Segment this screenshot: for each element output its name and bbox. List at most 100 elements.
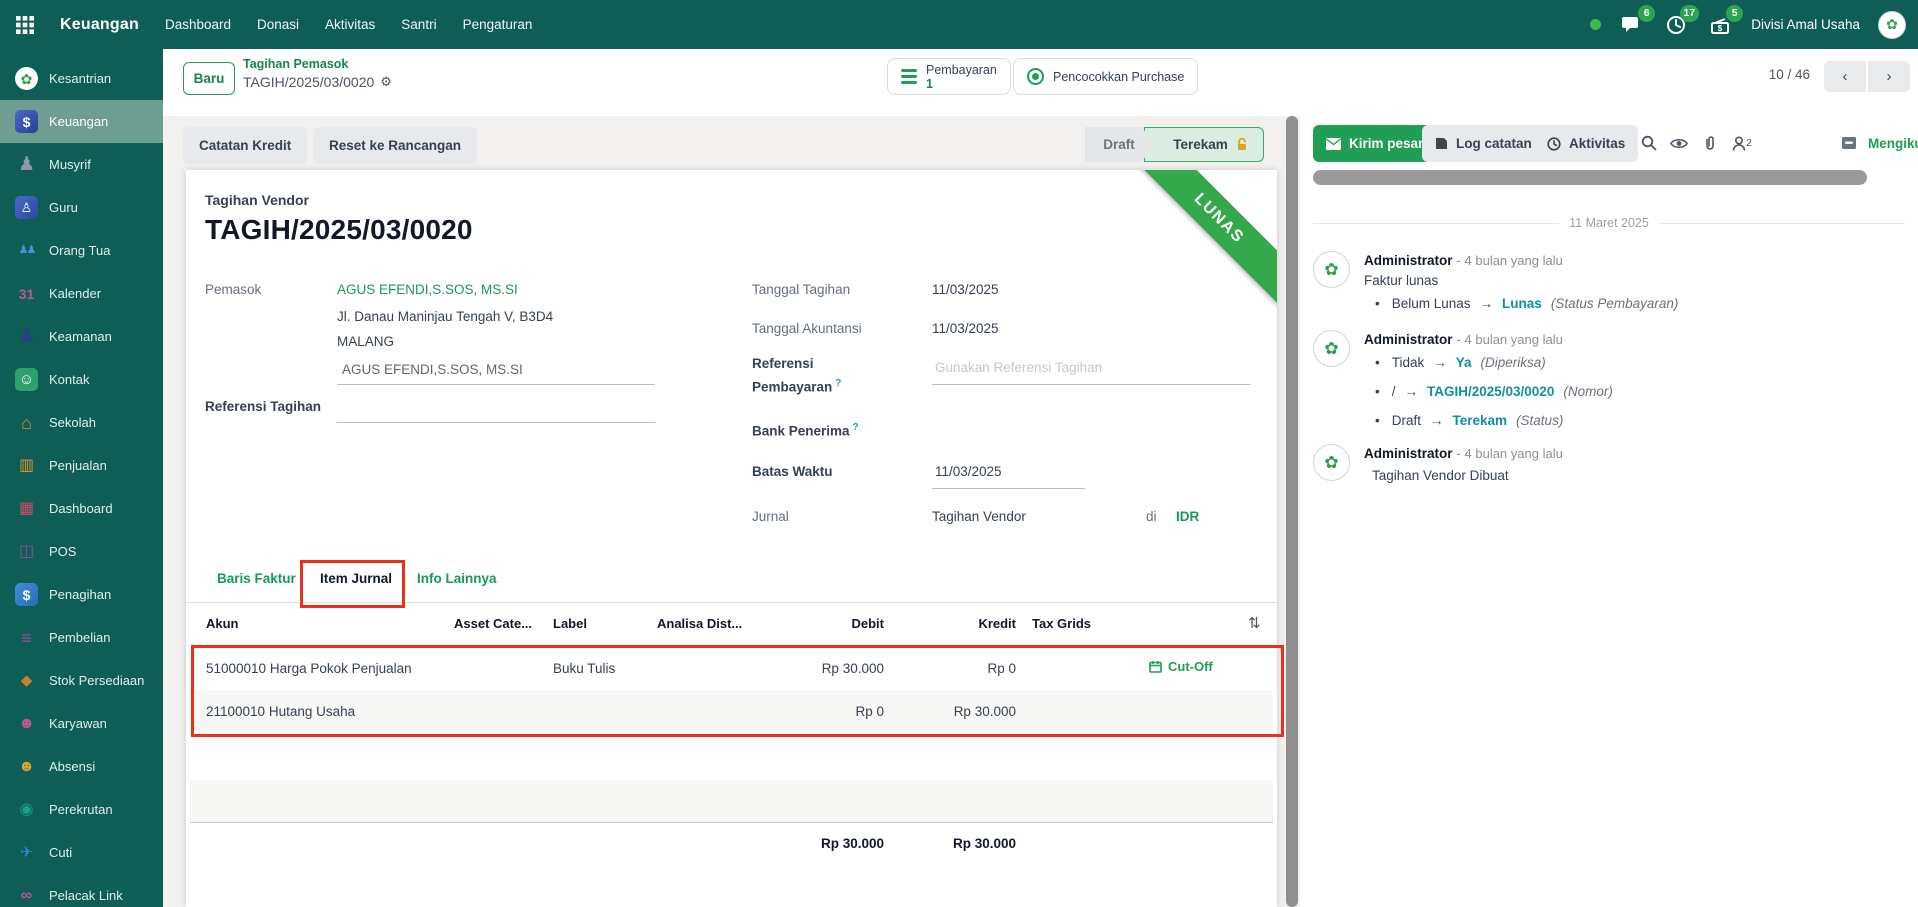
tab-item-jurnal[interactable]: Item Jurnal xyxy=(320,571,393,586)
messages-icon[interactable]: 6 xyxy=(1619,4,1656,38)
row2-kredit[interactable]: Rp 30.000 xyxy=(953,704,1016,719)
sidebar-item-cuti[interactable]: ✈ Cuti xyxy=(0,831,163,874)
sidebar-item-pelacak-link[interactable]: ∞ Pelacak Link xyxy=(0,874,163,907)
menu-pengaturan[interactable]: Pengaturan xyxy=(462,17,533,32)
sidebar-item-keamanan[interactable]: ♟ Keamanan xyxy=(0,315,163,358)
tab-info-lainnya[interactable]: Info Lainnya xyxy=(417,571,497,586)
sidebar-item-orang-tua[interactable]: ♟♟ Orang Tua xyxy=(0,229,163,272)
pager-prev-button[interactable]: ‹ xyxy=(1824,61,1866,92)
statusbar-step-draft[interactable]: Draft xyxy=(1085,127,1153,162)
clock-icon xyxy=(1547,136,1561,151)
optional-columns-icon[interactable]: ⇅ xyxy=(1248,615,1261,632)
credit-note-button[interactable]: Catatan Kredit xyxy=(183,127,308,164)
sidebar-item-penagihan[interactable]: $ Penagihan xyxy=(0,573,163,616)
gear-icon[interactable]: ⚙ xyxy=(380,74,392,89)
message-author[interactable]: Administrator xyxy=(1364,253,1465,268)
purchase-icon: ≡ xyxy=(21,627,32,648)
tab-baris-faktur[interactable]: Baris Faktur xyxy=(217,571,296,586)
vertical-scrollbar[interactable] xyxy=(1286,116,1298,907)
money-box-icon[interactable]: $ 5 xyxy=(1707,4,1744,38)
send-message-button[interactable]: Kirim pesan xyxy=(1313,125,1440,162)
tanggal-tagihan-value[interactable]: 11/03/2025 xyxy=(932,282,999,297)
sidebar-item-stok-persediaan[interactable]: ◆ Stok Persediaan xyxy=(0,659,163,702)
row2-akun[interactable]: 21100010 Hutang Usaha xyxy=(206,704,356,719)
message-avatar[interactable]: ✿ xyxy=(1313,444,1350,481)
user-avatar[interactable]: ✿ xyxy=(1878,10,1906,39)
message-avatar[interactable]: ✿ xyxy=(1313,330,1350,367)
pemasok-input[interactable]: AGUS EFENDI,S.SOS, MS.SI xyxy=(342,362,523,377)
sidebar-item-keuangan[interactable]: $ Keuangan xyxy=(0,100,163,143)
breadcrumb-parent[interactable]: Tagihan Pemasok xyxy=(243,57,349,71)
apps-grid-icon[interactable] xyxy=(14,14,36,36)
pemasok-link[interactable]: AGUS EFENDI,S.SOS, MS.SI xyxy=(337,282,518,297)
empty-row-1[interactable] xyxy=(190,737,1273,780)
menu-donasi[interactable]: Donasi xyxy=(257,17,300,32)
sidebar-item-pembelian[interactable]: ≡ Pembelian xyxy=(0,616,163,659)
purchase-matching-button[interactable]: Pencocokkan Purchase xyxy=(1013,58,1199,95)
sidebar-item-musyrif[interactable]: ♟ Musyrif xyxy=(0,143,163,186)
sidebar-item-penjualan[interactable]: ▥ Penjualan xyxy=(0,444,163,487)
sidebar-item-guru[interactable]: ♙ Guru xyxy=(0,186,163,229)
col-header-kredit[interactable]: Kredit xyxy=(978,616,1016,631)
payments-stat-button[interactable]: Pembayaran 1 xyxy=(887,58,1011,95)
archive-box-icon[interactable] xyxy=(1838,132,1860,154)
attendance-icon: ☻ xyxy=(18,757,35,775)
menu-santri[interactable]: Santri xyxy=(401,17,437,32)
pager-next-button[interactable]: › xyxy=(1868,61,1910,92)
col-header-label[interactable]: Label xyxy=(553,616,587,631)
col-header-akun[interactable]: Akun xyxy=(206,616,239,631)
journal-row-1[interactable] xyxy=(190,647,1273,690)
batas-waktu-value[interactable]: 11/03/2025 xyxy=(935,464,1002,479)
col-header-asset-category[interactable]: Asset Cate... xyxy=(454,616,533,631)
total-debit: Rp 30.000 xyxy=(820,836,884,851)
col-header-tax-grids[interactable]: Tax Grids xyxy=(1032,616,1092,631)
tanggal-akuntansi-value[interactable]: 11/03/2025 xyxy=(932,321,999,336)
sidebar-item-perekrutan[interactable]: ◉ Perekrutan xyxy=(0,788,163,831)
jurnal-currency-link[interactable]: IDR xyxy=(1176,509,1200,524)
row2-debit[interactable]: Rp 0 xyxy=(855,704,884,719)
row1-label[interactable]: Buku Tulis xyxy=(553,661,616,676)
followers-icon[interactable]: 2 xyxy=(1726,132,1758,154)
following-toggle[interactable]: Mengikuti xyxy=(1868,136,1918,151)
log-note-button[interactable]: Log catatan xyxy=(1422,125,1545,162)
referensi-pembayaran-placeholder[interactable]: Gunakan Referensi Tagihan xyxy=(935,360,1103,375)
sidebar-item-absensi[interactable]: ☻ Absensi xyxy=(0,745,163,788)
jurnal-value[interactable]: Tagihan Vendor xyxy=(932,509,1026,524)
sidebar-item-kesantrian[interactable]: ✿ Kesantrian xyxy=(0,57,163,100)
row1-debit[interactable]: Rp 30.000 xyxy=(821,661,884,676)
search-messages-icon[interactable] xyxy=(1638,132,1660,154)
new-button[interactable]: Baru xyxy=(183,62,235,95)
menu-aktivitas[interactable]: Aktivitas xyxy=(325,17,376,32)
sidebar-item-kontak[interactable]: ☺ Kontak xyxy=(0,358,163,401)
sales-chart-icon: ▥ xyxy=(18,456,35,474)
sidebar-item-pos[interactable]: ◫ POS xyxy=(0,530,163,573)
activities-clock-icon[interactable]: 17 xyxy=(1663,4,1700,38)
message-author[interactable]: Administrator xyxy=(1364,332,1465,347)
empty-row-2[interactable] xyxy=(190,780,1273,822)
referensi-tagihan-input[interactable] xyxy=(337,422,655,423)
message-author[interactable]: Administrator xyxy=(1364,446,1465,461)
menu-dashboard[interactable]: Dashboard xyxy=(164,17,231,32)
attachment-paperclip-icon[interactable] xyxy=(1698,132,1720,154)
sidebar-item-karyawan[interactable]: ☻ Karyawan xyxy=(0,702,163,745)
cutoff-button[interactable]: Cut-Off xyxy=(1149,659,1213,674)
sidebar-item-kalender[interactable]: 31 Kalender xyxy=(0,272,163,315)
company-name[interactable]: Divisi Amal Usaha xyxy=(1751,17,1860,32)
statusbar-step-posted[interactable]: Terekam xyxy=(1144,127,1264,162)
activities-button[interactable]: Aktivitas xyxy=(1534,125,1639,162)
row1-akun[interactable]: 51000010 Harga Pokok Penjualan xyxy=(206,661,412,676)
col-header-debit[interactable]: Debit xyxy=(851,616,885,631)
sidebar-item-sekolah[interactable]: ⌂ Sekolah xyxy=(0,401,163,444)
message-avatar[interactable]: ✿ xyxy=(1313,251,1350,288)
reset-to-draft-button[interactable]: Reset ke Rancangan xyxy=(313,127,478,164)
watch-eye-icon[interactable] xyxy=(1668,132,1690,154)
sidebar-item-dashboard[interactable]: ▦ Dashboard xyxy=(0,487,163,530)
payments-label: Pembayaran xyxy=(926,62,997,77)
referensi-pembayaran-underline xyxy=(932,384,1250,385)
journal-row-2[interactable] xyxy=(190,690,1273,733)
top-navbar: Keuangan Dashboard Donasi Aktivitas Sant… xyxy=(0,0,1918,49)
app-brand[interactable]: Keuangan xyxy=(60,15,139,33)
col-header-analisa-dist[interactable]: Analisa Dist... xyxy=(657,616,743,631)
row1-kredit[interactable]: Rp 0 xyxy=(987,661,1016,676)
chatter-scrollbar[interactable] xyxy=(1313,170,1867,185)
